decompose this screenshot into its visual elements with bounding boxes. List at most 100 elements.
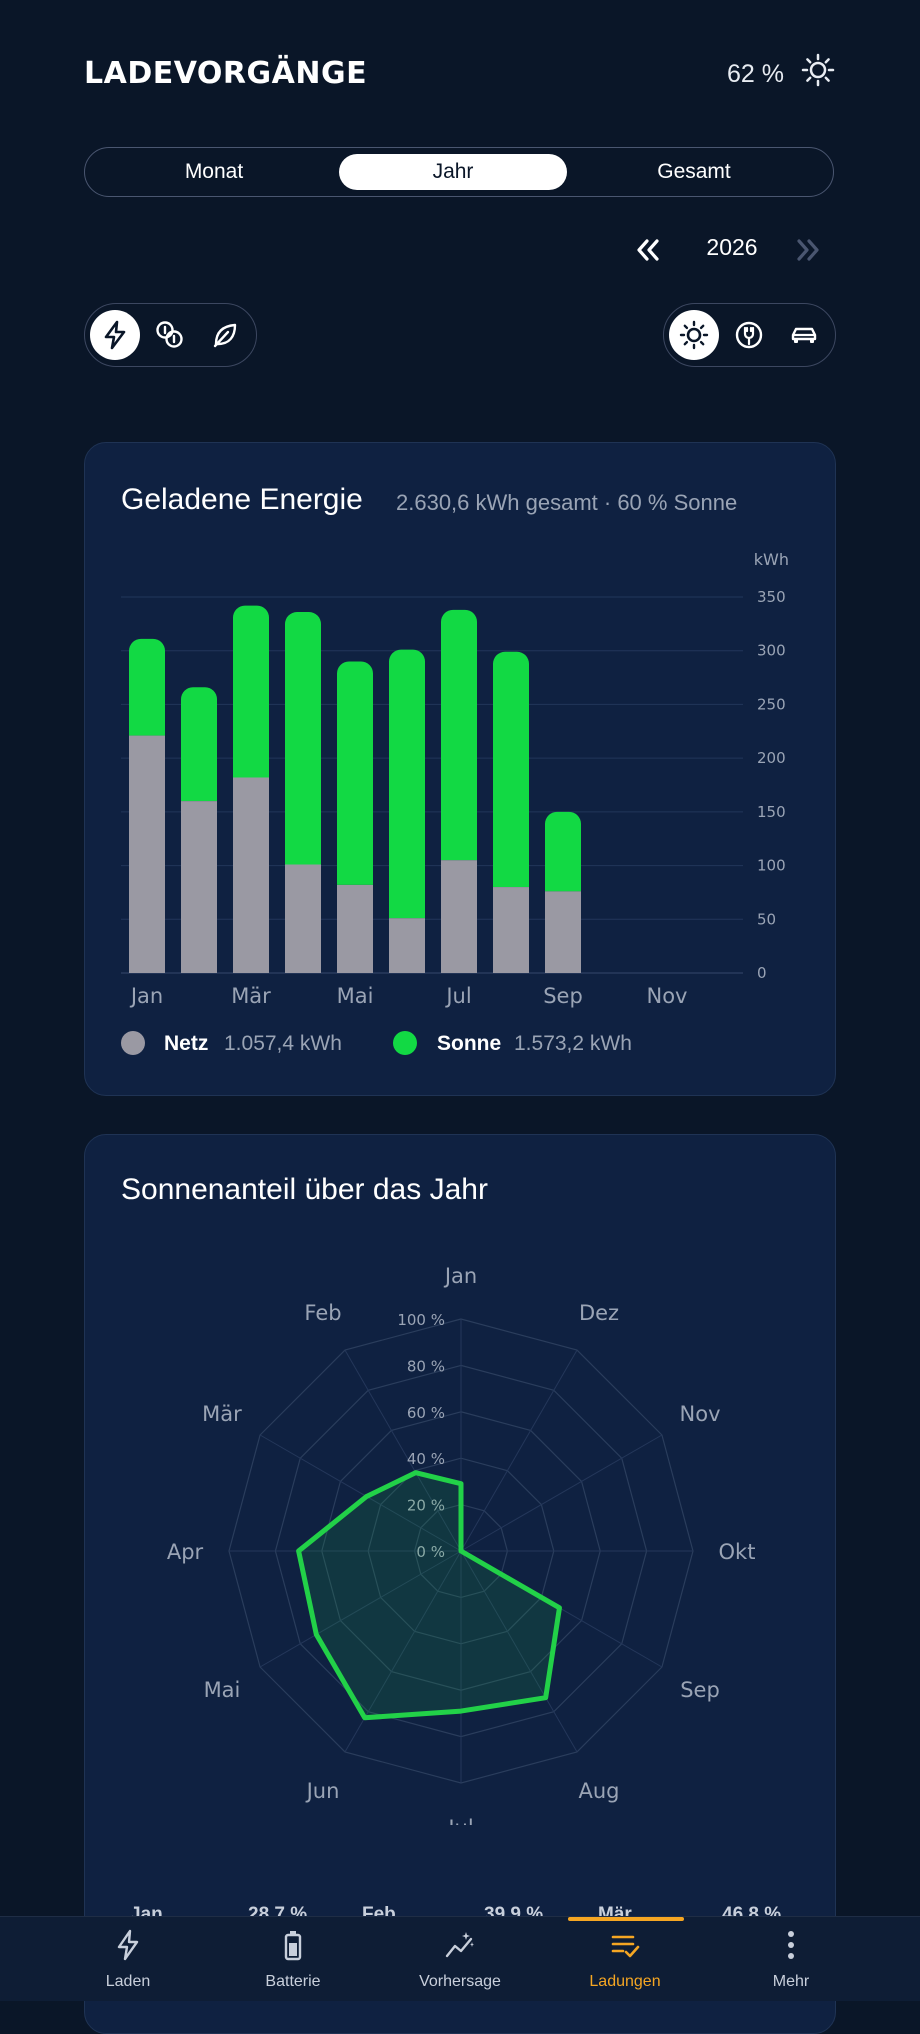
radar-axis-label: Jun <box>305 1779 340 1803</box>
y-tick-label: 200 <box>757 749 786 767</box>
filter-eco-button[interactable] <box>200 310 250 360</box>
bar-netz <box>545 891 581 973</box>
radar-tick-label: 80 % <box>407 1357 445 1375</box>
tab-vorhersage[interactable]: Vorhersage <box>368 1917 552 2001</box>
radar-axis-label: Nov <box>680 1402 721 1426</box>
solar-share-radar-chart: 0 % 20 % 40 % 60 % 80 % 100 % Jan Feb Mär Apr Mai J… <box>167 1265 756 1825</box>
energy-bar-chart: kWh 0 50 100 150 200 250 300 350 Jan Mär Mai Jul Sep N… <box>121 550 789 1008</box>
radar-spoke <box>460 1434 663 1552</box>
coins-icon <box>156 321 183 348</box>
tab-monat[interactable]: Monat <box>184 160 244 183</box>
selected-year: 2026 <box>706 234 758 260</box>
filter-car-button[interactable] <box>779 310 829 360</box>
filter-solar-button[interactable] <box>669 310 719 360</box>
y-tick-label: 350 <box>757 588 786 606</box>
y-tick-label: 300 <box>757 642 786 660</box>
leaf-icon <box>213 323 237 348</box>
x-tick-label: Mai <box>337 984 374 1008</box>
radar-spoke <box>259 1550 462 1668</box>
tab-label: Batterie <box>265 1973 321 1990</box>
radar-axis-label: Mai <box>204 1678 241 1702</box>
tab-laden[interactable]: Laden <box>36 1917 220 2001</box>
radar-spoke <box>259 1434 462 1552</box>
radar-axis-label: Jan <box>443 1265 477 1288</box>
tab-label: Vorhersage <box>419 1973 501 1990</box>
radar-axis-label: Sep <box>680 1678 720 1702</box>
radar-axis-label: Jul <box>446 1816 473 1825</box>
tab-label: Mehr <box>772 1973 810 1990</box>
radar-axis-label: Feb <box>304 1301 341 1325</box>
radar-series-sonnenanteil <box>296 1470 562 1721</box>
brightness-icon[interactable] <box>800 52 836 88</box>
y-tick-label: 250 <box>757 695 786 713</box>
active-tab-indicator <box>568 1917 684 1921</box>
bolt-icon <box>117 1929 139 1961</box>
bar-sonne <box>441 609 477 861</box>
tab-jahr[interactable]: Jahr <box>339 154 567 190</box>
radar-axis-label: Dez <box>579 1301 619 1325</box>
bar-sonne <box>181 687 217 802</box>
x-tick-label: Sep <box>543 984 583 1008</box>
y-tick-label: 100 <box>757 857 786 875</box>
bar-netz <box>233 777 269 973</box>
filter-cost-button[interactable] <box>145 310 195 360</box>
filter-wallbox-button[interactable] <box>724 310 774 360</box>
chevron-double-left-icon[interactable] <box>630 234 666 266</box>
x-tick-label: Nov <box>647 984 688 1008</box>
page-header: LADEVORGÄNGE 62 % <box>84 52 836 96</box>
radar-tick-label: 20 % <box>407 1497 445 1515</box>
bolt-icon <box>104 320 126 350</box>
bar-sonne <box>129 638 165 736</box>
tab-label: Laden <box>105 1973 151 1990</box>
bar-netz <box>285 864 321 973</box>
legend-value-sonne: 1.573,2 kWh <box>514 1032 632 1055</box>
tab-mehr[interactable]: Mehr <box>699 1917 883 2001</box>
bar-sonne <box>493 651 529 888</box>
battery-icon <box>284 1931 302 1961</box>
chevron-double-right-icon[interactable] <box>790 234 826 266</box>
radar-axis-label: Mär <box>202 1402 242 1426</box>
legend-dot-netz <box>121 1031 145 1055</box>
metric-filter-group <box>84 303 257 367</box>
radar-tick-label: 60 % <box>407 1404 445 1422</box>
tab-label: Ladungen <box>589 1973 661 1990</box>
tab-batterie[interactable]: Batterie <box>201 1917 385 2001</box>
bar-sonne <box>545 811 581 892</box>
radar-spoke <box>460 1349 578 1552</box>
filter-energy-button[interactable] <box>90 310 140 360</box>
tab-ladungen[interactable]: Ladungen <box>533 1917 717 2001</box>
radar-axis-label: Okt <box>719 1540 756 1564</box>
x-tick-label: Jul <box>444 984 471 1008</box>
bar-sonne <box>285 612 321 865</box>
radar-tick-label: 100 % <box>397 1311 445 1329</box>
charging-list-icon <box>611 1935 640 1958</box>
bottom-tab-bar: Laden Batterie Vorhersage Ladungen Mehr <box>0 1916 920 2001</box>
bar-netz <box>181 801 217 973</box>
y-tick-label: 50 <box>757 910 776 928</box>
bar-netz <box>441 860 477 973</box>
battery-level: 62 % <box>727 60 784 88</box>
energy-card-summary: 2.630,6 kWh gesamt · 60 % Sonne <box>396 490 738 515</box>
bar-netz <box>493 887 529 973</box>
legend-label-netz: Netz <box>164 1032 209 1055</box>
energy-card-title: Geladene Energie <box>121 483 363 516</box>
bar-sonne <box>233 605 269 778</box>
page-title: LADEVORGÄNGE <box>84 56 368 91</box>
legend-dot-sonne <box>393 1031 417 1055</box>
x-tick-label: Jan <box>129 984 163 1008</box>
solar-share-title: Sonnenanteil über das Jahr <box>121 1173 488 1206</box>
legend-value-netz: 1.057,4 kWh <box>224 1032 342 1055</box>
year-navigation: 2026 <box>630 230 830 270</box>
bar-netz <box>129 735 165 973</box>
radar-tick-label: 40 % <box>407 1450 445 1468</box>
tab-gesamt[interactable]: Gesamt <box>657 160 731 183</box>
plug-icon <box>735 321 763 349</box>
bar-sonne <box>337 661 373 885</box>
sun-icon <box>679 320 709 350</box>
radar-spoke <box>460 1550 578 1753</box>
y-tick-label: 150 <box>757 803 786 821</box>
more-vertical-icon <box>788 1931 794 1959</box>
source-filter-group <box>663 303 836 367</box>
solar-share-card: Sonnenanteil über das Jahr 0 % 20 % 40 % 60… <box>84 1134 836 2034</box>
period-selector: Monat Jahr Gesamt <box>84 147 834 197</box>
